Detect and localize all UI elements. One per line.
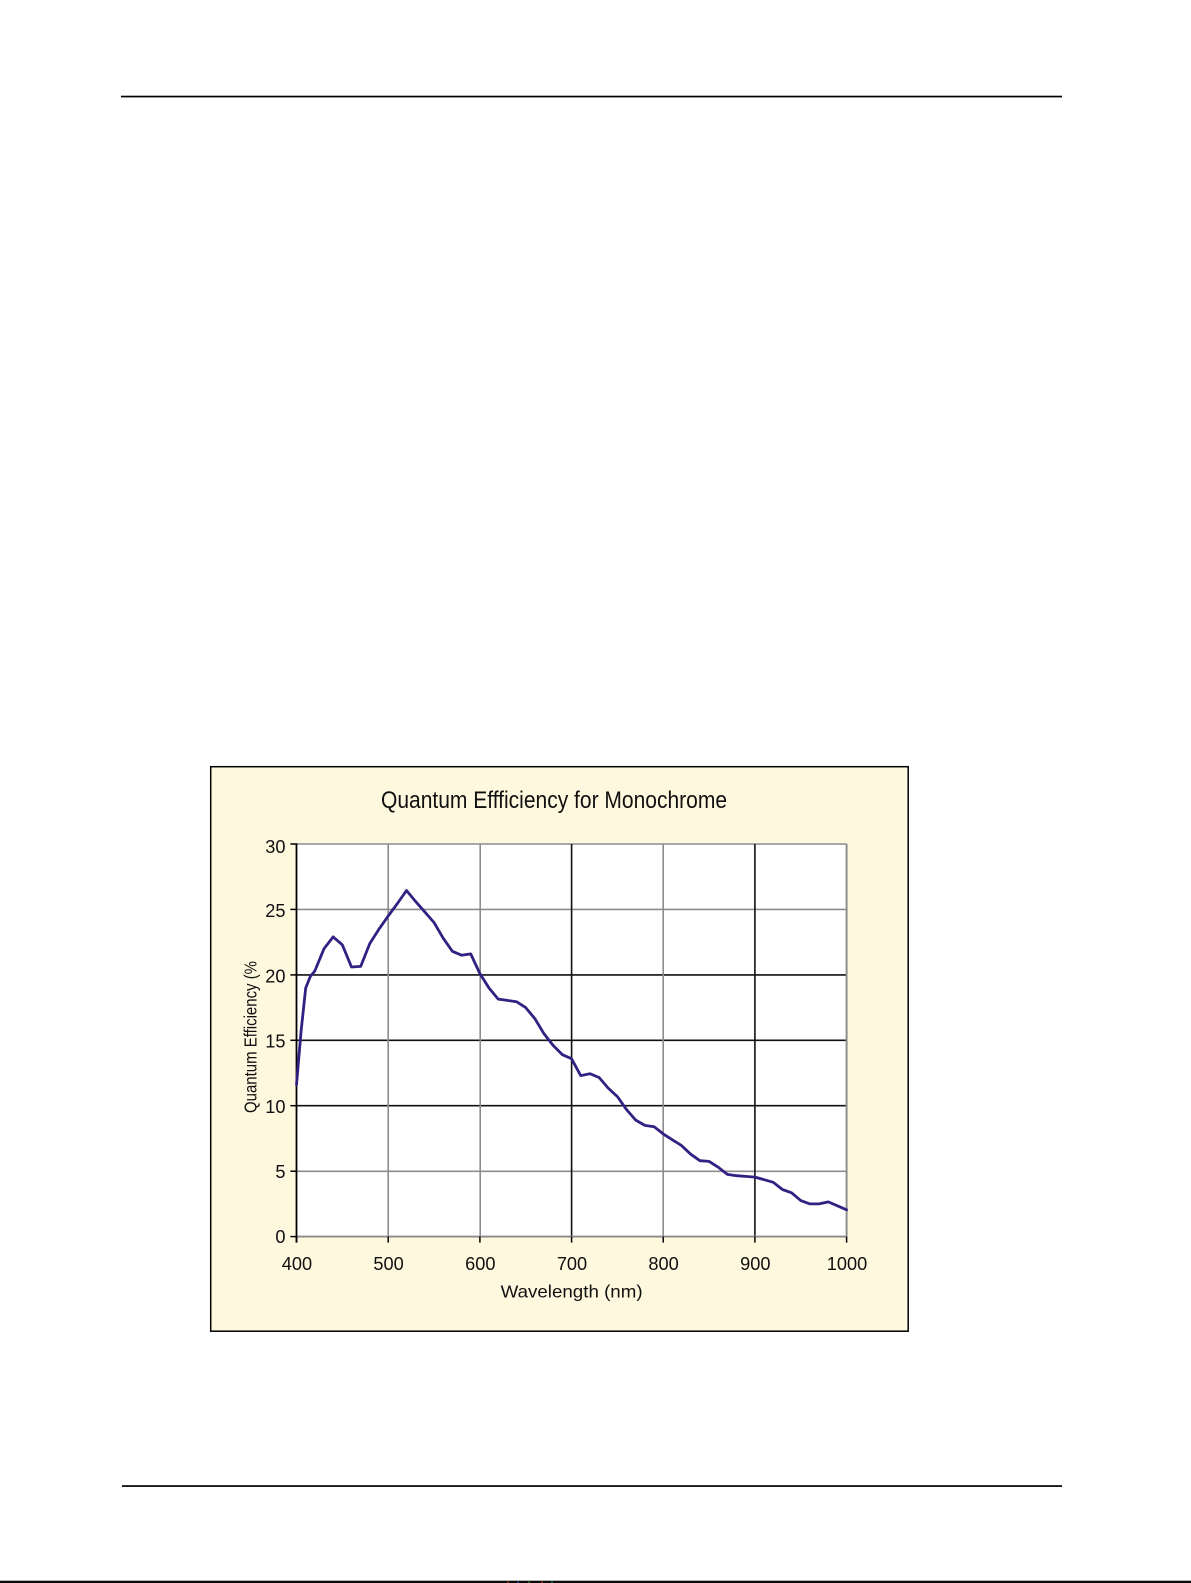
svg-text:1000: 1000	[827, 1254, 867, 1274]
svg-text:25: 25	[265, 901, 285, 921]
svg-text:400: 400	[282, 1254, 312, 1274]
svg-text:800: 800	[648, 1254, 678, 1274]
svg-text:Quantum Efficiency (%: Quantum Efficiency (%	[241, 961, 261, 1113]
svg-text:20: 20	[265, 966, 285, 986]
svg-text:5: 5	[275, 1162, 285, 1182]
svg-text:0: 0	[275, 1227, 285, 1247]
svg-text:30: 30	[265, 837, 285, 857]
svg-text:900: 900	[740, 1254, 770, 1274]
svg-text:Quantum Effficiency for Monoch: Quantum Effficiency for Monochrome	[381, 787, 727, 814]
svg-text:500: 500	[373, 1254, 403, 1274]
svg-text:15: 15	[265, 1032, 285, 1052]
svg-text:Wavelength (nm): Wavelength (nm)	[501, 1282, 643, 1302]
svg-text:10: 10	[265, 1097, 285, 1117]
svg-text:700: 700	[557, 1254, 587, 1274]
svg-text:600: 600	[465, 1254, 495, 1274]
